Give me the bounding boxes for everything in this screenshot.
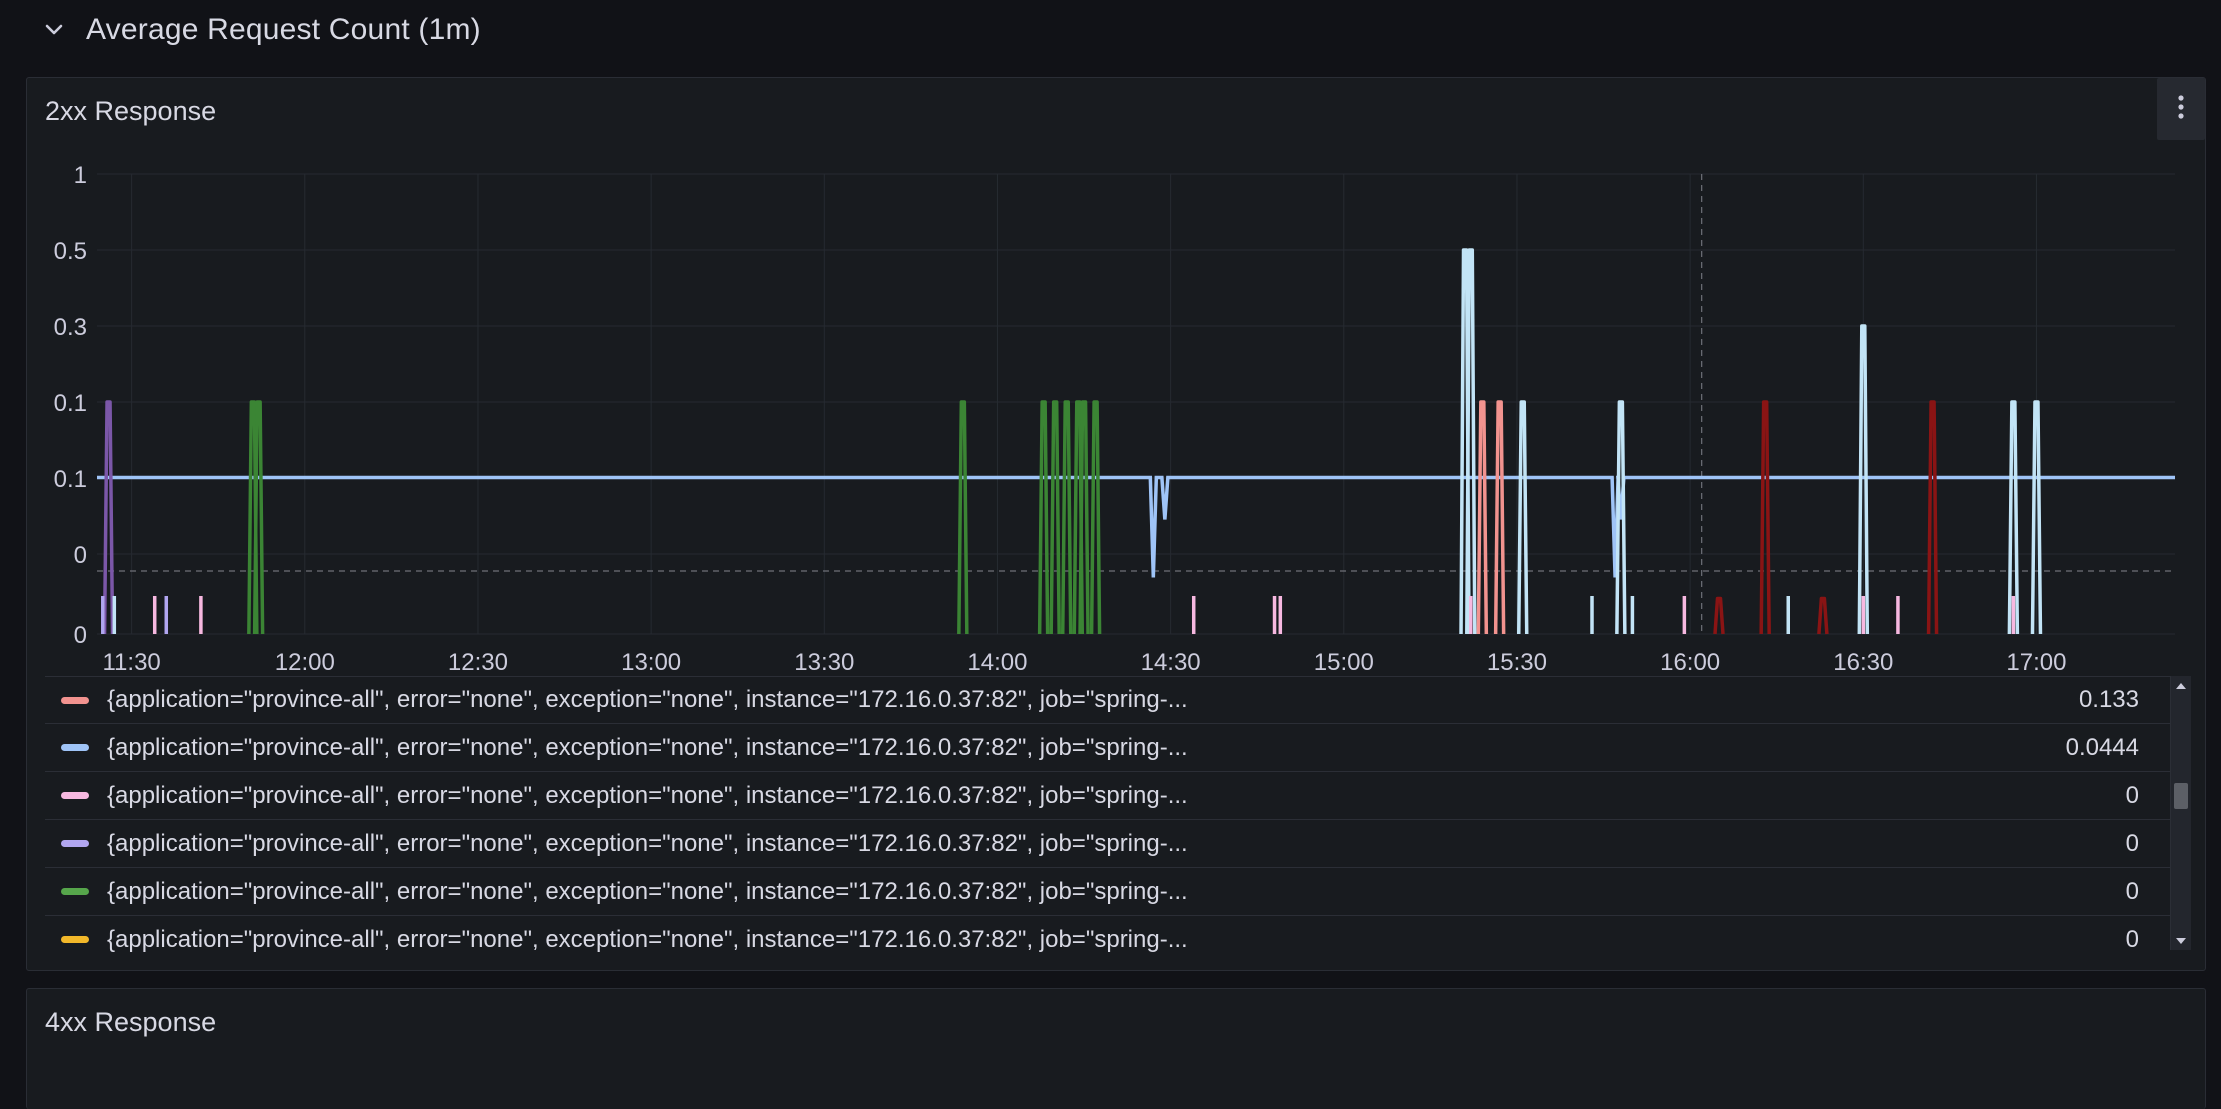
series-spike [102, 400, 115, 635]
legend-swatch [61, 840, 89, 847]
x-tick-label: 11:30 [102, 649, 160, 676]
series-spike [1060, 400, 1073, 635]
legend-series-name[interactable]: {application="province-all", error="none… [107, 829, 1188, 857]
series-spike [1493, 400, 1506, 635]
row-header[interactable]: Average Request Count (1m) [40, 8, 481, 52]
series-spike [1037, 400, 1050, 635]
legend-scrollbar[interactable] [2170, 676, 2191, 950]
series-spike [1713, 596, 1725, 635]
scroll-thumb[interactable] [2174, 783, 2188, 809]
series-spike [252, 400, 265, 635]
legend-row[interactable]: {application="province-all", error="none… [45, 820, 2191, 868]
series-spike [1049, 400, 1061, 635]
x-tick-label: 14:30 [1141, 649, 1201, 676]
legend-series-value: 0 [2125, 925, 2139, 953]
x-tick-label: 12:00 [275, 649, 335, 676]
legend-swatch [61, 696, 89, 704]
panel-4xx-response: 4xx Response [26, 988, 2206, 1109]
x-tick-label: 15:30 [1487, 649, 1547, 676]
legend-series-name[interactable]: {application="province-all", error="none… [107, 877, 1188, 905]
x-tick-label: 17:00 [2006, 649, 2066, 676]
legend-row[interactable]: {application="province-all", error="none… [45, 724, 2191, 772]
legend-row[interactable]: {application="province-all", error="none… [45, 916, 2191, 956]
legend-row[interactable]: {application="province-all", error="none… [45, 868, 2191, 916]
legend-series-value: 0.0444 [2065, 733, 2139, 761]
series-spike [1857, 324, 1870, 635]
legend-series-name[interactable]: {application="province-all", error="none… [107, 781, 1188, 809]
legend-row[interactable]: {application="province-all", error="none… [45, 772, 2191, 820]
series-spike [1089, 400, 1102, 635]
legend-swatch [61, 744, 89, 751]
x-tick-label: 12:30 [448, 649, 508, 676]
row-title: Average Request Count (1m) [86, 13, 481, 46]
series-spike [1078, 400, 1090, 635]
legend-series-name[interactable]: {application="province-all", error="none… [107, 925, 1188, 953]
legend-row[interactable]: {application="province-all", error="none… [45, 676, 2191, 724]
x-tick-label: 16:30 [1833, 649, 1893, 676]
panel-2xx-response: 1 0.5 0.3 0.1 0.1 0 0 11:30 12:00 12:30 13:00 13:30… [26, 77, 2206, 971]
series-spike [1476, 400, 1489, 635]
y-tick-label: 0.1 [54, 466, 87, 493]
legend-series-name[interactable]: {application="province-all", error="none… [107, 686, 1188, 713]
y-tick-label: 0.1 [54, 390, 87, 417]
x-tick-label: 13:00 [621, 649, 681, 676]
series-spike [1817, 596, 1829, 635]
kebab-menu-icon [2177, 94, 2185, 125]
y-tick-label: 0 [74, 542, 87, 569]
y-tick-label: 0.5 [54, 238, 87, 265]
scroll-down-icon[interactable] [2171, 932, 2191, 950]
series-spike [1465, 248, 1477, 635]
x-tick-label: 16:00 [1660, 649, 1720, 676]
y-tick-label: 1 [74, 162, 87, 189]
series-spike [1615, 400, 1627, 635]
legend-swatch [61, 888, 89, 895]
y-tick-label: 0.3 [54, 314, 87, 341]
chevron-down-icon[interactable] [40, 16, 68, 44]
legend: {application="province-all", error="none… [45, 676, 2191, 956]
x-tick-label: 14:00 [967, 649, 1027, 676]
series-spike [957, 400, 969, 635]
series-spike [2030, 400, 2043, 635]
x-tick-label: 15:00 [1314, 649, 1374, 676]
series-spike [1516, 400, 1529, 635]
legend-series-value: 0 [2125, 877, 2139, 905]
time-series-chart[interactable]: 1 0.5 0.3 0.1 0.1 0 0 11:30 12:00 12:30 13:00 13:30… [27, 78, 2207, 678]
legend-swatch [61, 936, 89, 943]
y-tick-label: 0 [74, 622, 87, 649]
legend-series-name[interactable]: {application="province-all", error="none… [107, 733, 1188, 761]
legend-swatch [61, 792, 89, 799]
series-spike [1926, 400, 1939, 635]
panel-menu-button[interactable] [2157, 78, 2205, 140]
series-spike [1759, 400, 1771, 635]
scroll-up-icon[interactable] [2171, 676, 2191, 694]
legend-series-value: 0.133 [2078, 686, 2139, 713]
legend-series-value: 0 [2125, 781, 2139, 809]
panel-title[interactable]: 4xx Response [45, 1007, 217, 1037]
x-tick-label: 13:30 [794, 649, 854, 676]
series-line [97, 475, 2175, 578]
legend-series-value: 0 [2125, 829, 2139, 857]
series-spike [2007, 400, 2020, 635]
panel-title[interactable]: 2xx Response [45, 96, 217, 126]
